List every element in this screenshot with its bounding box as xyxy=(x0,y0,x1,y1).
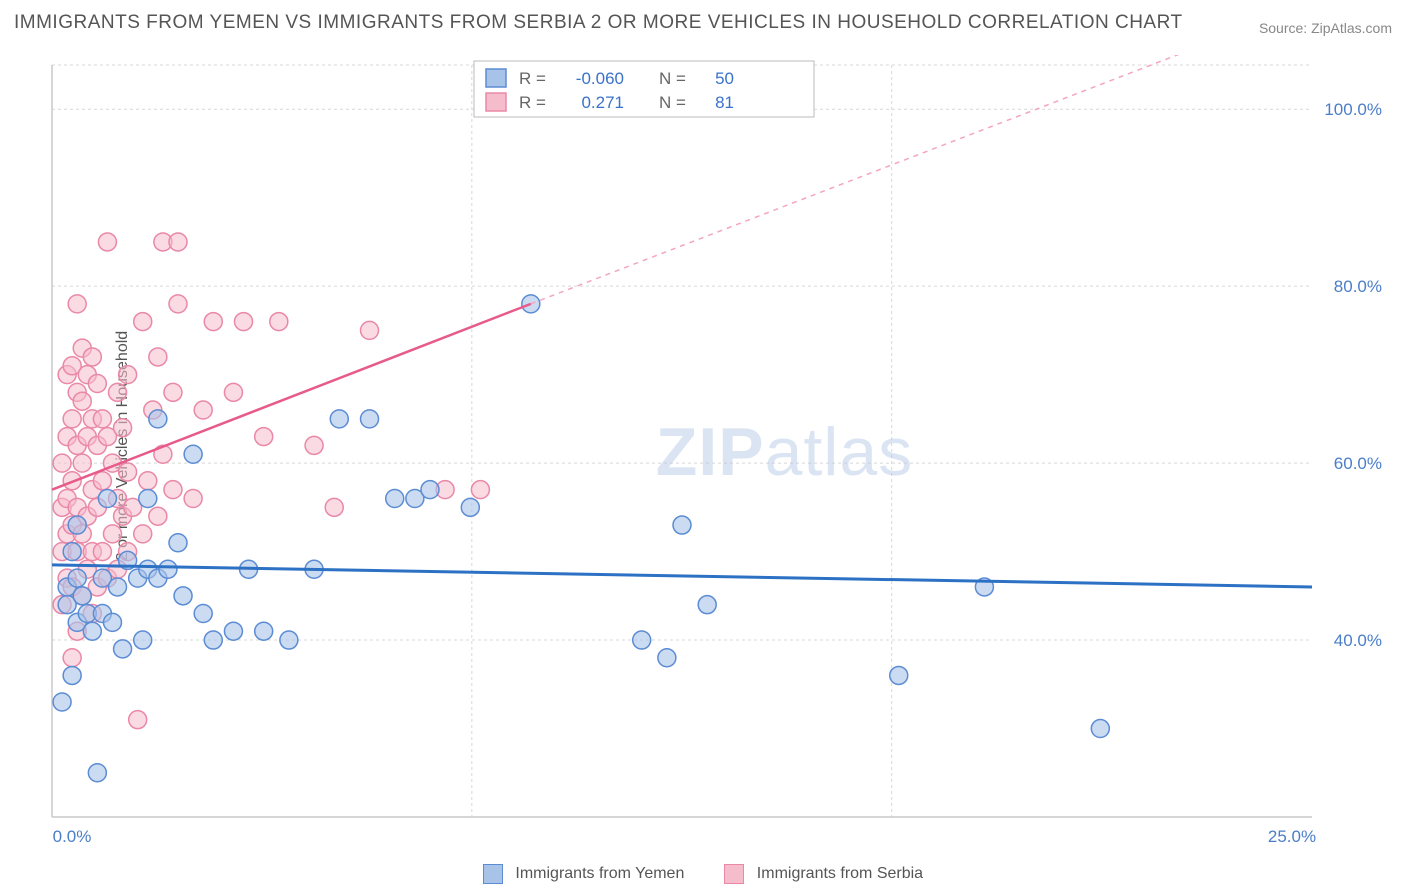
svg-text:N =: N = xyxy=(659,93,686,112)
legend-item-yemen: Immigrants from Yemen xyxy=(483,864,684,884)
svg-text:40.0%: 40.0% xyxy=(1334,631,1382,650)
legend-label-yemen: Immigrants from Yemen xyxy=(515,865,684,882)
svg-text:0.271: 0.271 xyxy=(581,93,624,112)
scatter-plot-svg: ZIPatlas 40.0% 60.0% 80.0% 100.0% 0.0% 25.0% R … xyxy=(42,55,1392,847)
bottom-legend: Immigrants from Yemen Immigrants from Se… xyxy=(0,864,1406,884)
svg-text:0.0%: 0.0% xyxy=(53,827,92,846)
svg-text:100.0%: 100.0% xyxy=(1324,100,1382,119)
svg-text:25.0%: 25.0% xyxy=(1268,827,1316,846)
svg-text:80.0%: 80.0% xyxy=(1334,277,1382,296)
legend-item-serbia: Immigrants from Serbia xyxy=(724,864,923,884)
svg-text:60.0%: 60.0% xyxy=(1334,454,1382,473)
chart-title: IMMIGRANTS FROM YEMEN VS IMMIGRANTS FROM… xyxy=(14,12,1183,34)
legend-label-serbia: Immigrants from Serbia xyxy=(757,865,923,882)
plot-area: ZIPatlas 40.0% 60.0% 80.0% 100.0% 0.0% 25.0% R … xyxy=(42,55,1392,847)
svg-text:50: 50 xyxy=(715,69,734,88)
svg-text:-0.060: -0.060 xyxy=(576,69,624,88)
svg-text:ZIPatlas: ZIPatlas xyxy=(656,414,913,490)
svg-text:N =: N = xyxy=(659,69,686,88)
legend-swatch-blue xyxy=(483,864,503,884)
legend-swatch-pink xyxy=(724,864,744,884)
chart-container: IMMIGRANTS FROM YEMEN VS IMMIGRANTS FROM… xyxy=(0,0,1406,892)
source-attribution: Source: ZipAtlas.com xyxy=(1259,20,1392,36)
svg-text:R =: R = xyxy=(519,93,546,112)
svg-text:R =: R = xyxy=(519,69,546,88)
svg-text:81: 81 xyxy=(715,93,734,112)
